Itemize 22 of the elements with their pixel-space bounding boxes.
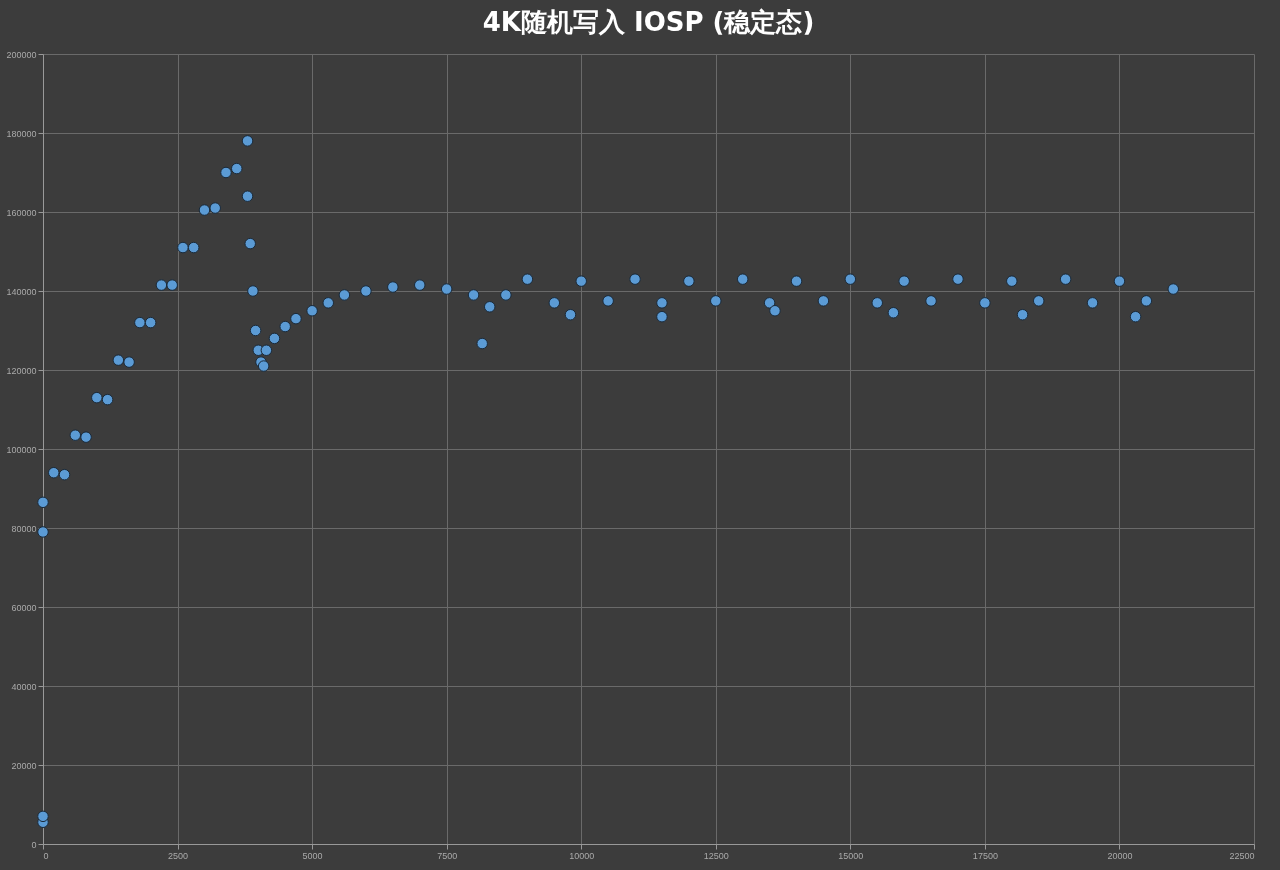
- x-tick-label: 17500: [972, 850, 998, 861]
- x-tick-label: 5000: [302, 850, 323, 861]
- x-tick-label: 22500: [1229, 850, 1255, 861]
- chart-title: 4K随机写入 IOSP (稳定态): [482, 7, 815, 37]
- x-tick-label: 10000: [569, 850, 595, 861]
- x-tick-label: 12500: [703, 850, 729, 861]
- y-tick-label: 200000: [6, 49, 37, 60]
- y-tick-label: 180000: [6, 128, 37, 139]
- y-tick-label: 80000: [11, 523, 37, 534]
- y-tick-label: 60000: [11, 602, 37, 613]
- y-tick-label: 20000: [11, 760, 37, 771]
- x-tick-label: 0: [43, 850, 49, 861]
- y-tick-label: 160000: [6, 207, 37, 218]
- y-tick-label: 0: [31, 839, 37, 850]
- y-tick-label: 100000: [6, 444, 37, 455]
- x-tick-label: 7500: [437, 850, 458, 861]
- y-tick-label: 120000: [6, 365, 37, 376]
- x-tick-label: 15000: [838, 850, 864, 861]
- y-tick-label: 40000: [11, 681, 37, 692]
- x-tick-label: 20000: [1107, 850, 1133, 861]
- y-tick-label: 140000: [6, 286, 37, 297]
- x-tick-label: 2500: [168, 850, 189, 861]
